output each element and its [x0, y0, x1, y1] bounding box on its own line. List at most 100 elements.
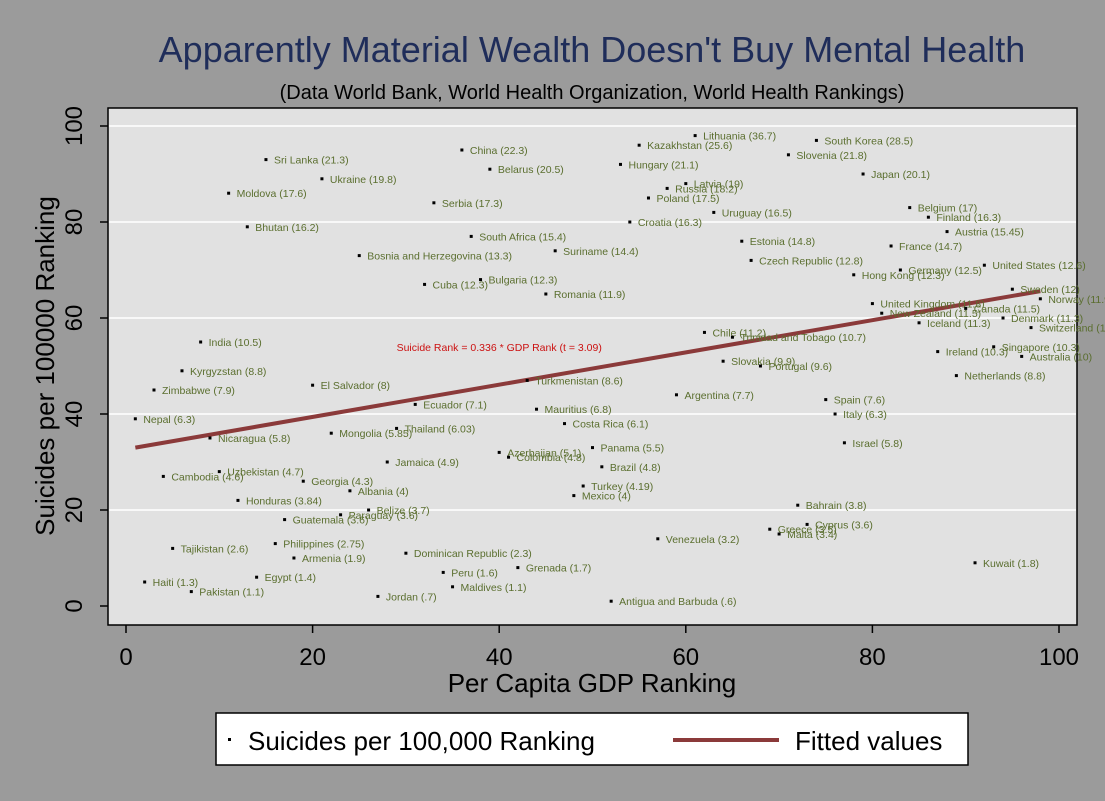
- data-point: [535, 407, 539, 411]
- data-point: [488, 167, 492, 171]
- data-point: [880, 311, 884, 315]
- data-point: [395, 426, 399, 430]
- data-point: [301, 479, 305, 483]
- data-point: [497, 450, 501, 454]
- data-point-label: Romania (11.9): [554, 289, 626, 301]
- data-point-label: Nepal (6.3): [143, 414, 195, 426]
- data-point-label: Lithuania (36.7): [703, 131, 776, 143]
- data-point: [796, 503, 800, 507]
- x-axis-ticks: 0 20 40 60 80 100: [119, 625, 1079, 671]
- data-point-label: South Africa (15.4): [479, 231, 566, 243]
- data-point: [889, 244, 893, 248]
- data-point: [712, 210, 716, 214]
- data-point: [618, 162, 622, 166]
- data-point: [236, 498, 240, 502]
- data-point: [217, 470, 221, 474]
- grid-lines: [109, 125, 1076, 511]
- data-point: [1010, 287, 1014, 291]
- data-point-label: Kyrgyzstan (8.8): [190, 366, 266, 378]
- data-point: [563, 422, 567, 426]
- data-point: [646, 196, 650, 200]
- data-point: [367, 508, 371, 512]
- data-point-label: Grenada (1.7): [526, 563, 591, 575]
- data-point: [525, 378, 529, 382]
- data-point: [749, 258, 753, 262]
- data-point-label: Philippines (2.75): [283, 539, 364, 551]
- data-point: [143, 580, 147, 584]
- data-point: [1020, 354, 1024, 358]
- data-point: [423, 282, 427, 286]
- data-point-label: Armenia (1.9): [302, 553, 366, 565]
- data-point: [348, 489, 352, 493]
- data-point-label: Zimbabwe (7.9): [162, 385, 235, 397]
- data-point: [609, 599, 613, 603]
- data-point-label: Malta (3.4): [787, 529, 837, 541]
- data-point-label: Haiti (1.3): [153, 577, 199, 589]
- data-point-label: Cyprus (3.6): [815, 519, 873, 531]
- data-points: Lithuania (36.7) South Korea (28.5) Kazakh…: [133, 131, 1105, 608]
- data-point-label: Egypt (1.4): [265, 572, 316, 584]
- data-point-label: Guatemala (3.6): [293, 515, 369, 527]
- data-point-label: Poland (17.5): [656, 193, 719, 205]
- y-axis-ticks: 0 20 40 60 80 100: [61, 106, 108, 613]
- x-axis-label: Per Capita GDP Ranking: [448, 668, 737, 698]
- data-point: [982, 263, 986, 267]
- data-point-label: Netherlands (8.8): [964, 371, 1045, 383]
- data-point-label: Azerbaijan (5.1): [507, 447, 581, 459]
- data-point-label: France (14.7): [899, 241, 962, 253]
- data-point: [385, 460, 389, 464]
- chart-title: Apparently Material Wealth Doesn't Buy M…: [159, 29, 1026, 70]
- data-point: [926, 215, 930, 219]
- data-point-label: Russia (18.2): [675, 183, 737, 195]
- data-point: [600, 465, 604, 469]
- legend-item-suicides: Suicides per 100,000 Ranking: [248, 726, 595, 756]
- y-axis-label: Suicides per 100000 Ranking: [30, 196, 60, 536]
- data-point: [805, 522, 809, 526]
- data-point: [740, 239, 744, 243]
- data-point-label: Trinidad and Tobago (10.7): [740, 332, 866, 344]
- data-point-label: Tajikistan (2.6): [181, 543, 249, 555]
- data-point-label: Cambodia (4.6): [171, 471, 243, 483]
- data-point-label: Belarus (20.5): [498, 164, 564, 176]
- data-point-label: Cuba (12.3): [433, 279, 488, 291]
- x-tick-label: 20: [299, 644, 326, 671]
- data-point: [451, 585, 455, 589]
- data-point: [777, 532, 781, 536]
- data-point: [702, 330, 706, 334]
- data-point: [581, 484, 585, 488]
- data-point-label: Pakistan (1.1): [199, 587, 264, 599]
- data-point: [264, 158, 268, 162]
- y-tick-label: 60: [61, 305, 88, 332]
- data-point: [507, 455, 511, 459]
- data-point: [469, 234, 473, 238]
- data-point-label: Mexico (4): [582, 491, 631, 503]
- data-point: [665, 186, 669, 190]
- y-tick-label: 40: [61, 401, 88, 428]
- data-point-label: Georgia (4.3): [311, 476, 373, 488]
- data-point-label: Mongolia (5.85): [339, 428, 412, 440]
- data-point: [208, 436, 212, 440]
- data-point: [917, 321, 921, 325]
- data-point: [171, 546, 175, 550]
- data-point: [339, 513, 343, 517]
- data-point-label: Norway (11.9): [1048, 294, 1105, 306]
- data-point: [992, 345, 996, 349]
- data-point-label: Kuwait (1.8): [983, 558, 1039, 570]
- data-point: [553, 249, 557, 253]
- chart-subtitle: (Data World Bank, World Health Organizat…: [280, 82, 905, 104]
- data-point-label: United States (12.6): [992, 260, 1085, 272]
- data-point-label: Denmark (11.3): [1011, 313, 1083, 325]
- data-point-label: Czech Republic (12.8): [759, 255, 863, 267]
- data-point: [1001, 316, 1005, 320]
- data-point-label: Venezuela (3.2): [666, 534, 740, 546]
- legend: Suicides per 100,000 Ranking Fitted valu…: [215, 712, 969, 766]
- data-point: [936, 350, 940, 354]
- data-point: [572, 494, 576, 498]
- data-point: [814, 138, 818, 142]
- data-point-label: Mauritius (6.8): [545, 404, 612, 416]
- data-point: [516, 566, 520, 570]
- data-point-label: Thailand (6.03): [405, 423, 476, 435]
- y-tick-label: 100: [61, 106, 88, 146]
- data-point: [842, 441, 846, 445]
- data-point-label: Argentina (7.7): [684, 390, 753, 402]
